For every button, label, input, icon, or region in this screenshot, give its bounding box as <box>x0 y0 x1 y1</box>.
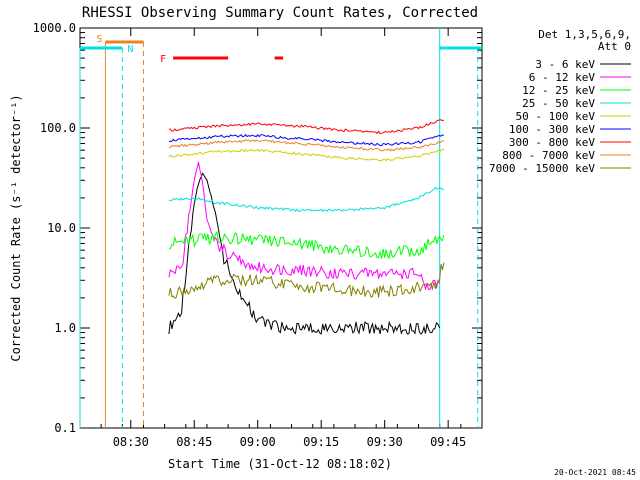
series-line <box>168 148 445 162</box>
series-lines <box>168 119 445 335</box>
legend-label: 100 - 300 keV <box>509 123 595 136</box>
y-tick-label: 10.0 <box>47 221 76 235</box>
legend-header-line: Att 0 <box>598 40 631 53</box>
series-line <box>168 139 445 152</box>
y-tick-label: 1000.0 <box>33 21 76 35</box>
series-line <box>168 230 445 260</box>
legend-label: 6 - 12 keV <box>529 71 596 84</box>
x-tick-label: 08:45 <box>176 435 212 449</box>
plot-frame <box>79 27 483 429</box>
y-axis-label: Corrected Count Rate (s⁻¹ detector⁻¹) <box>9 94 23 361</box>
y-tick-label: 100.0 <box>40 121 76 135</box>
legend-label: 300 - 800 keV <box>509 136 595 149</box>
chart-title: RHESSI Observing Summary Count Rates, Co… <box>82 5 478 21</box>
saa-flag-label: S <box>96 34 102 45</box>
series-line <box>168 133 444 146</box>
flag-markers: S N F <box>79 28 482 428</box>
x-tick-label: 08:30 <box>113 435 149 449</box>
x-axis-label: Start Time (31-Oct-12 08:18:02) <box>168 457 392 471</box>
legend-label: 800 - 7000 keV <box>502 149 595 162</box>
legend-label: 25 - 50 keV <box>522 97 595 110</box>
timestamp: 20-Oct-2021 08:45 <box>554 468 636 477</box>
legend-label: 3 - 6 keV <box>535 58 595 71</box>
legend-label: 12 - 25 keV <box>522 84 595 97</box>
legend-label: 7000 - 15000 keV <box>489 162 595 175</box>
axis-ticks: 08:30 08:45 09:00 09:15 09:30 09:45 0.1 1.0 10.0… <box>33 21 483 449</box>
x-tick-label: 09:15 <box>303 435 339 449</box>
flare-flag-label: F <box>160 54 166 65</box>
series-line <box>168 262 445 299</box>
series-line <box>168 119 445 135</box>
legend-header: Det 1,3,5,6,9,Att 0 <box>538 28 631 53</box>
night-flag-label: N <box>127 44 133 55</box>
y-tick-label: 0.1 <box>54 421 76 435</box>
series-line <box>168 186 445 213</box>
series-line <box>168 161 441 291</box>
legend-label: 50 - 100 keV <box>516 110 596 123</box>
x-tick-label: 09:45 <box>430 435 466 449</box>
x-tick-label: 09:30 <box>367 435 403 449</box>
y-tick-label: 1.0 <box>54 321 76 335</box>
legend-header-line: Det 1,3,5,6,9, <box>538 28 631 41</box>
series-line <box>168 172 441 335</box>
x-tick-label: 09:00 <box>240 435 276 449</box>
